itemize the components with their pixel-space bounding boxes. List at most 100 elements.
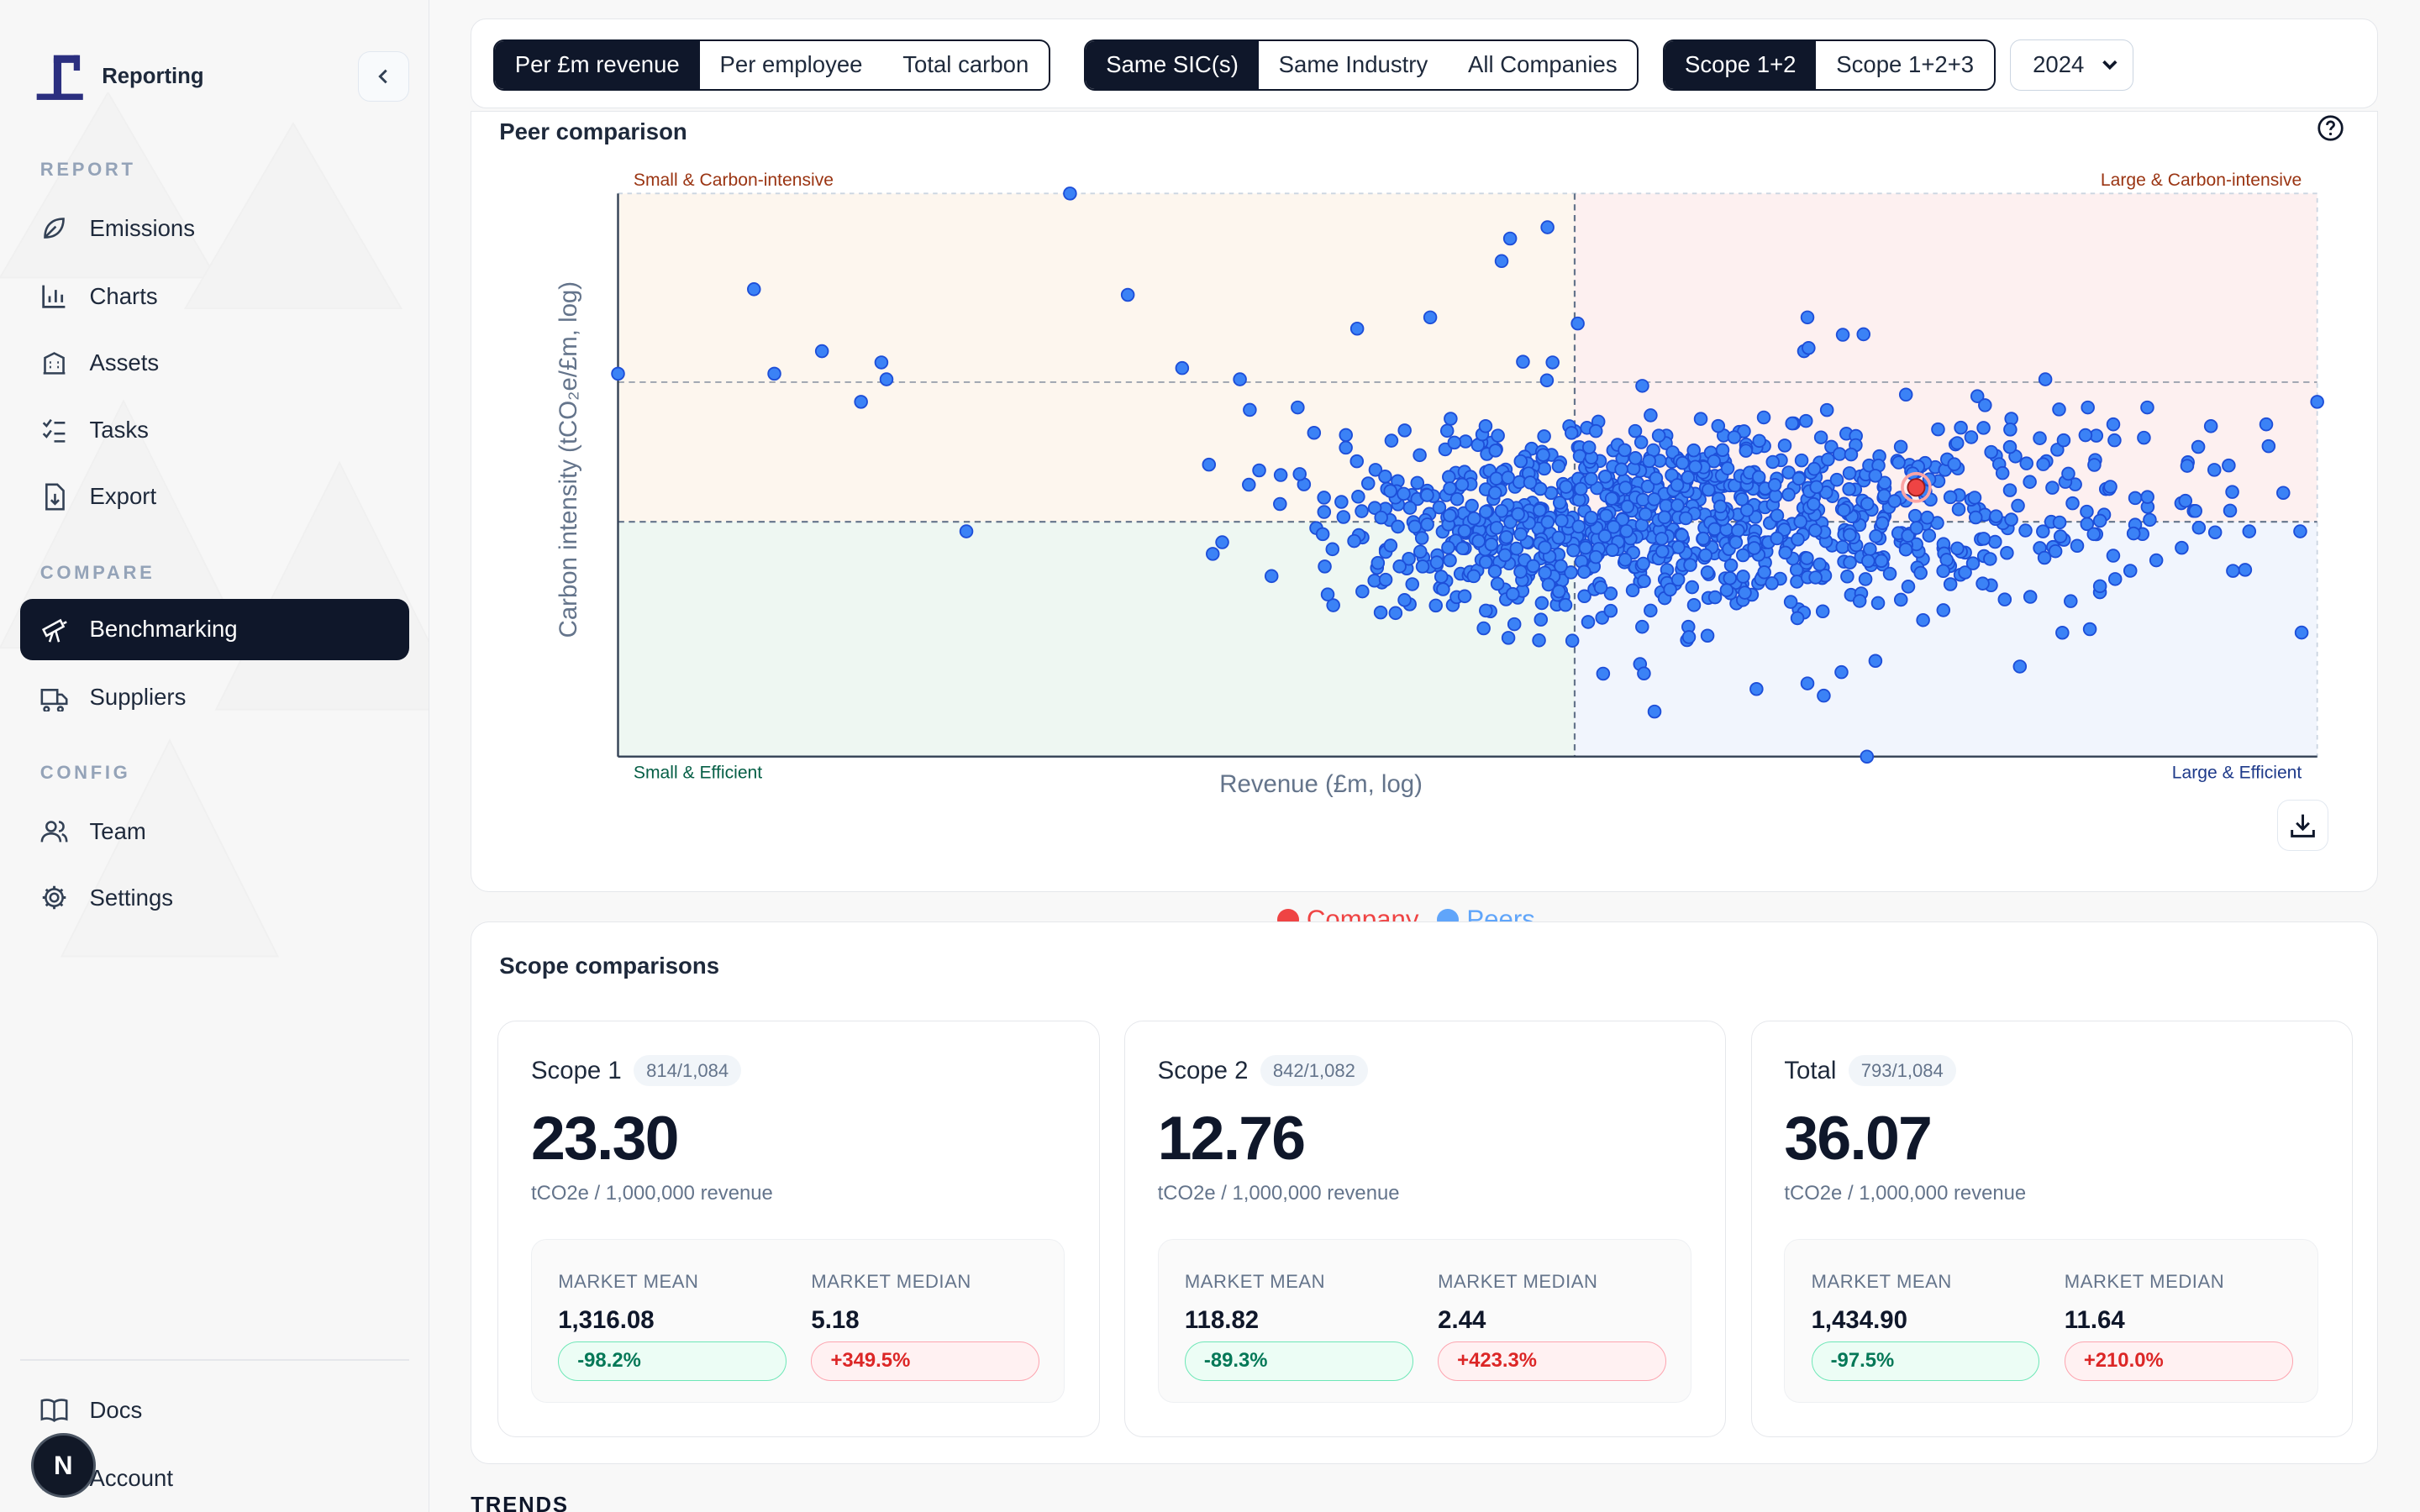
- peer-point: [1334, 495, 1349, 510]
- peer-point: [2191, 439, 2206, 454]
- peer-point: [1723, 558, 1739, 573]
- peer-point: [1701, 628, 1715, 643]
- sidebar-item-suppliers[interactable]: Suppliers: [20, 666, 409, 727]
- peer-point: [2140, 490, 2155, 505]
- telescope-icon: [40, 616, 68, 643]
- sidebar-item-charts[interactable]: Charts: [20, 265, 409, 327]
- sidebar-item-emissions[interactable]: Emissions: [20, 197, 409, 259]
- peer-point: [1922, 528, 1937, 543]
- peer-point: [1351, 490, 1365, 504]
- peer-point: [2052, 402, 2066, 417]
- peer-point: [1273, 496, 1287, 512]
- stat-card-scope-1: Scope 1 814/1,084 23.30 tCO2e / 1,000,00…: [497, 1021, 1100, 1437]
- peer-point: [2023, 475, 2038, 490]
- peer-point: [1438, 442, 1453, 457]
- peer-point: [1967, 491, 1982, 505]
- peer-point: [1800, 551, 1814, 565]
- peer-point: [1415, 559, 1430, 574]
- peer-point: [1413, 544, 1428, 559]
- stat-card-scope-2: Scope 2 842/1,082 12.76 tCO2e / 1,000,00…: [1124, 1021, 1727, 1437]
- peer-point: [1874, 554, 1889, 569]
- sidebar-item-docs[interactable]: Docs: [20, 1379, 409, 1441]
- metric-option-total-carbon[interactable]: Total carbon: [902, 51, 1029, 78]
- peer-point: [1639, 507, 1653, 522]
- peer-point: [2011, 499, 2026, 513]
- peer-point: [1063, 186, 1077, 201]
- peer-option-same-industry[interactable]: Same Industry: [1278, 51, 1428, 78]
- peer-point: [2204, 419, 2218, 433]
- peer-point: [1856, 327, 1871, 342]
- peer-point: [1565, 426, 1579, 440]
- peer-point: [1683, 558, 1697, 573]
- peer-point: [1534, 596, 1549, 611]
- users-icon: [40, 817, 68, 845]
- peer-point: [2000, 546, 2014, 560]
- download-icon: [2291, 814, 2315, 838]
- stat-header: Total 793/1,084: [1784, 1055, 1956, 1087]
- peer-point: [1370, 556, 1386, 570]
- peer-option-all-companies[interactable]: All Companies: [1467, 51, 1618, 78]
- peer-point: [1731, 523, 1745, 538]
- peer-point: [1391, 519, 1406, 534]
- peer-point: [1442, 470, 1456, 485]
- collapse-sidebar-button[interactable]: [358, 50, 409, 102]
- peer-point: [1859, 572, 1873, 586]
- peer-point: [1537, 461, 1552, 476]
- peer-point: [2238, 563, 2253, 577]
- peer-point: [2175, 541, 2189, 555]
- market-mean-label: MARKET MEAN: [1811, 1270, 1952, 1292]
- peer-point: [1349, 454, 1365, 469]
- peer-point: [2225, 485, 2240, 500]
- peer-point: [1635, 620, 1649, 634]
- market-mean-delta: -98.2%: [558, 1341, 787, 1382]
- peer-point: [1749, 682, 1764, 696]
- sidebar-item-tasks[interactable]: Tasks: [20, 400, 409, 461]
- peer-point: [1571, 519, 1586, 534]
- peer-point: [1747, 541, 1762, 555]
- peer-point: [1637, 666, 1651, 681]
- sidebar-item-label: Charts: [89, 282, 158, 309]
- help-button[interactable]: [2305, 102, 2356, 154]
- sidebar-item-settings[interactable]: Settings: [20, 867, 409, 928]
- peer-point: [2140, 401, 2154, 415]
- metric-option-per-revenue[interactable]: Per £m revenue: [494, 40, 700, 89]
- stat-unit: tCO2e / 1,000,000 revenue: [1784, 1182, 2027, 1205]
- metric-option-per-employee[interactable]: Per employee: [719, 51, 863, 78]
- download-chart-button[interactable]: [2277, 800, 2328, 851]
- sidebar-item-benchmarking[interactable]: Benchmarking: [19, 598, 409, 661]
- avatar[interactable]: N: [30, 1433, 96, 1499]
- peer-point: [2023, 590, 2038, 605]
- sidebar-item-assets[interactable]: Assets: [20, 332, 409, 393]
- brand[interactable]: Reporting: [34, 52, 204, 102]
- peer-option-same-sic[interactable]: Same SIC(s): [1086, 40, 1259, 89]
- peer-point: [1447, 435, 1462, 450]
- peer-point: [2087, 458, 2102, 472]
- peer-point: [1970, 389, 1985, 404]
- scope-option-1-2-3[interactable]: Scope 1+2+3: [1836, 51, 1975, 78]
- peer-point: [1440, 423, 1455, 438]
- year-select[interactable]: 2024: [2010, 39, 2134, 91]
- peer-point: [1655, 532, 1670, 546]
- peer-point: [1752, 470, 1766, 485]
- peer-point: [1316, 527, 1330, 542]
- sidebar-item-export[interactable]: Export: [20, 466, 409, 528]
- peer-point: [1538, 565, 1553, 580]
- quadrant-label-top-left: Small & Carbon-intensive: [634, 171, 834, 190]
- sidebar-item-label: Settings: [89, 884, 174, 911]
- peer-point: [1537, 429, 1552, 444]
- peer-point: [1554, 559, 1568, 574]
- peer-point: [2242, 524, 2257, 539]
- sidebar-item-label: Team: [89, 817, 146, 844]
- peer-point: [2123, 564, 2138, 579]
- sidebar-item-team[interactable]: Team: [20, 801, 409, 862]
- scope-option-1-2[interactable]: Scope 1+2: [1665, 40, 1817, 89]
- help-circle-icon: [2317, 115, 2344, 141]
- peer-point: [1802, 341, 1816, 355]
- peer-point: [1317, 491, 1332, 505]
- peer-point: [2056, 433, 2071, 448]
- company-point-halo: [1901, 472, 1932, 503]
- market-median: MARKET MEDIAN 5.18 +349.5%: [811, 1271, 1043, 1382]
- peer-point: [1402, 552, 1417, 566]
- peer-comparison-card: Peer comparison Small & Carbon-intensive…: [471, 111, 2379, 934]
- scope-comparisons-title: Scope comparisons: [499, 953, 720, 979]
